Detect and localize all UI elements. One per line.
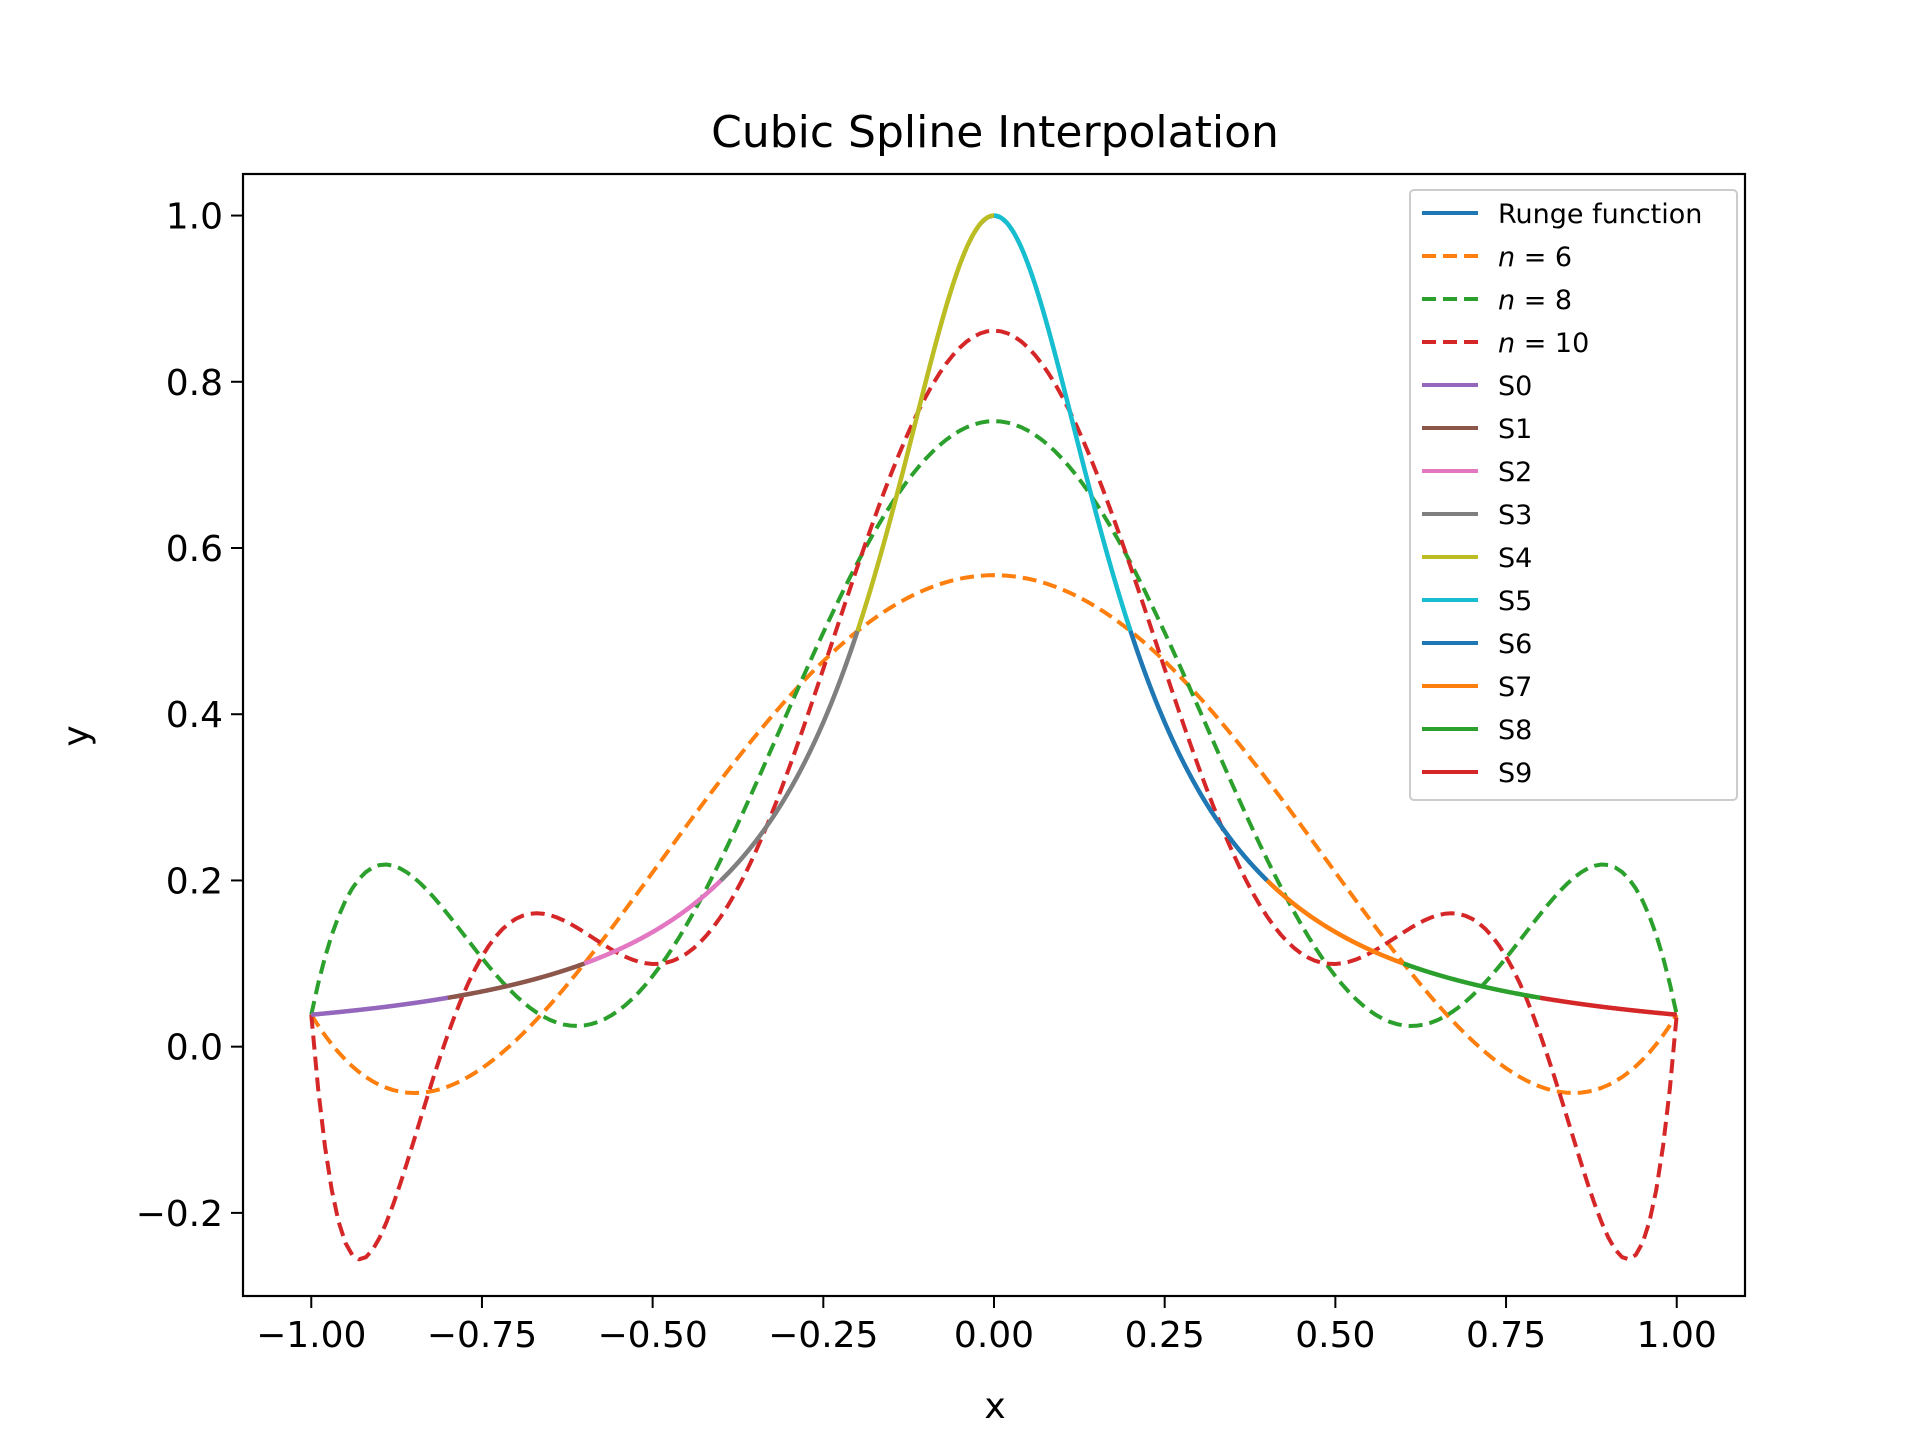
legend-label: n = 8 — [1498, 285, 1572, 316]
legend-label: S1 — [1498, 414, 1532, 445]
legend-label: S7 — [1498, 672, 1532, 703]
y-tick-label: 0.6 — [166, 529, 223, 570]
series-line-s5 — [992, 213, 1133, 632]
legend: Runge function n = 6 n = 8 n = 10 S0 S1 S2 S3 S4… — [1409, 189, 1738, 801]
x-tick-label: 0.25 — [1125, 1315, 1205, 1356]
x-axis-label: x — [984, 1386, 1005, 1427]
series-line-s8 — [1402, 961, 1542, 1000]
legend-label: S9 — [1498, 758, 1532, 789]
legend-box — [1409, 189, 1738, 801]
legend-label: S2 — [1498, 457, 1532, 488]
x-tick-label: 0.00 — [954, 1315, 1034, 1356]
y-tick-label: 0.0 — [166, 1028, 223, 1069]
x-axis-ticks: −1.00 −0.75 −0.50 −0.25 0.00 0.25 0.50 0.75 1.00 — [256, 1296, 1717, 1356]
series-line-n-8 — [309, 419, 1679, 1028]
x-tick-label: 0.75 — [1466, 1315, 1546, 1356]
y-tick-label: 0.8 — [166, 363, 223, 404]
x-tick-label: −1.00 — [256, 1315, 366, 1356]
legend-label: n = 10 — [1498, 328, 1589, 359]
legend-label: S8 — [1498, 715, 1532, 746]
y-tick-label: 0.2 — [166, 861, 223, 902]
legend-label: n = 6 — [1498, 242, 1572, 273]
series-line-s4 — [855, 213, 996, 632]
y-axis-label: y — [56, 725, 97, 746]
x-tick-label: 1.00 — [1637, 1315, 1717, 1356]
legend-label: Runge function — [1498, 199, 1702, 230]
legend-label: S5 — [1498, 586, 1532, 617]
y-axis-ticks: −0.2 0.0 0.2 0.4 0.6 0.8 1.0 — [136, 197, 243, 1235]
series-line-s1 — [446, 961, 586, 1000]
y-tick-label: 0.4 — [166, 695, 223, 736]
x-tick-label: 0.50 — [1295, 1315, 1375, 1356]
series-line-s3 — [719, 630, 860, 883]
x-tick-label: −0.50 — [597, 1315, 707, 1356]
series-line-n-10 — [309, 328, 1679, 1262]
legend-label: S0 — [1498, 371, 1532, 402]
legend-label: S3 — [1498, 500, 1532, 531]
series-line-n-6 — [309, 573, 1679, 1096]
y-tick-label: 1.0 — [166, 197, 223, 238]
chart-title: Cubic Spline Interpolation — [711, 107, 1279, 158]
legend-label: S4 — [1498, 543, 1532, 574]
series-line-s7 — [1265, 878, 1406, 966]
series-line-s0 — [309, 995, 450, 1017]
x-tick-label: −0.25 — [768, 1315, 878, 1356]
series-line-s9 — [1538, 995, 1679, 1017]
plot-area — [309, 213, 1679, 1262]
x-tick-label: −0.75 — [427, 1315, 537, 1356]
series-line-s2 — [582, 878, 723, 966]
series-line-s6 — [1128, 630, 1269, 883]
legend-label: S6 — [1498, 629, 1532, 660]
y-tick-label: −0.2 — [136, 1194, 223, 1235]
